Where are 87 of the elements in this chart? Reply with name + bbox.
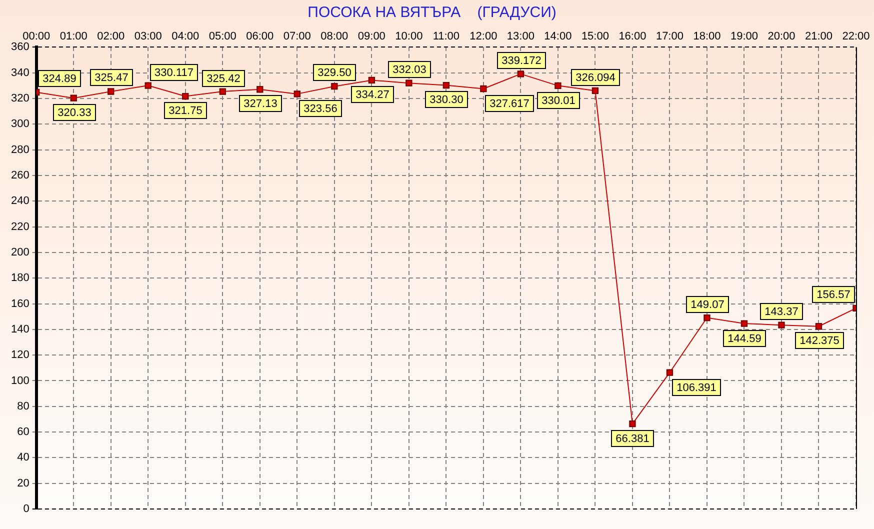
x-tick-label: 10:00 bbox=[395, 30, 423, 43]
chart-title: ПОСОКА НА ВЯТЪРА (ГРАДУСИ) bbox=[308, 4, 556, 22]
y-tick-label: 0 bbox=[23, 503, 30, 516]
y-tick-label: 320 bbox=[10, 92, 30, 105]
data-label: 327.13 bbox=[244, 98, 278, 110]
x-tick-label: 20:00 bbox=[768, 30, 796, 43]
point bbox=[144, 82, 152, 89]
data-label: 329.50 bbox=[318, 67, 352, 80]
y-tick-label: 20 bbox=[17, 477, 30, 490]
y-tick-label: 200 bbox=[10, 246, 30, 258]
x-tick-label: 00:00 bbox=[22, 30, 50, 43]
y-tick-label: 60 bbox=[17, 426, 30, 438]
data-label: 332.03 bbox=[392, 64, 426, 76]
point bbox=[406, 80, 412, 86]
x-tick-label: 07:00 bbox=[283, 30, 311, 43]
data-label: 339.172 bbox=[502, 55, 542, 68]
x-tick-label: 09:00 bbox=[358, 30, 386, 43]
x-tick-label: 13:00 bbox=[506, 30, 534, 43]
x-tick-label: 03:00 bbox=[134, 30, 162, 43]
point bbox=[517, 70, 524, 78]
y-tick-label: 160 bbox=[10, 298, 30, 310]
data-label: 327.617 bbox=[490, 98, 530, 110]
point bbox=[778, 322, 785, 328]
data-label: 326.094 bbox=[576, 72, 616, 84]
point bbox=[629, 420, 636, 428]
point bbox=[108, 88, 114, 95]
data-label: 325.42 bbox=[206, 73, 240, 86]
point bbox=[331, 82, 338, 90]
x-tick-label: 15:00 bbox=[581, 30, 609, 43]
point bbox=[704, 314, 710, 322]
y-tick-label: 100 bbox=[10, 374, 30, 387]
x-tick-label: 21:00 bbox=[804, 30, 833, 43]
x-tick-label: 02:00 bbox=[97, 30, 125, 43]
y-tick-label: 300 bbox=[10, 118, 30, 130]
data-label: 330.01 bbox=[542, 95, 576, 108]
point bbox=[219, 88, 226, 95]
data-label: 156.57 bbox=[816, 289, 850, 302]
point bbox=[554, 82, 562, 89]
x-tick-label: 01:00 bbox=[60, 30, 88, 43]
point bbox=[666, 369, 674, 376]
data-label: 144.59 bbox=[728, 333, 762, 346]
x-tick-label: 22:00 bbox=[842, 30, 870, 43]
x-tick-label: 14:00 bbox=[544, 30, 572, 43]
x-tick-label: 12:00 bbox=[470, 30, 498, 43]
y-tick-label: 40 bbox=[17, 452, 30, 464]
y-tick-label: 220 bbox=[10, 220, 30, 233]
point bbox=[368, 76, 375, 84]
point bbox=[70, 94, 77, 102]
data-label: 325.47 bbox=[94, 72, 128, 84]
y-tick-label: 80 bbox=[17, 400, 30, 412]
x-tick-label: 11:00 bbox=[432, 30, 460, 43]
data-label: 323.56 bbox=[304, 103, 338, 116]
data-label: 334.27 bbox=[356, 89, 390, 102]
data-label: 149.07 bbox=[690, 299, 724, 312]
y-tick-label: 280 bbox=[10, 144, 30, 156]
x-tick-label: 04:00 bbox=[172, 30, 200, 43]
y-tick-label: 240 bbox=[10, 195, 30, 208]
data-label: 330.30 bbox=[430, 94, 464, 106]
data-label: 330.117 bbox=[154, 67, 194, 80]
x-tick-label: 19:00 bbox=[730, 30, 758, 43]
data-label: 324.89 bbox=[42, 73, 76, 86]
y-tick-label: 360 bbox=[10, 41, 30, 54]
x-tick-label: 06:00 bbox=[246, 30, 274, 43]
x-tick-label: 05:00 bbox=[208, 30, 236, 43]
data-label: 106.391 bbox=[676, 382, 716, 394]
data-label: 142.375 bbox=[800, 335, 840, 348]
data-label: 321.75 bbox=[168, 105, 202, 118]
y-tick-label: 180 bbox=[10, 272, 30, 284]
point bbox=[182, 92, 189, 100]
point bbox=[480, 85, 487, 92]
point bbox=[740, 320, 748, 327]
point bbox=[442, 82, 450, 89]
x-tick-label: 17:00 bbox=[656, 30, 684, 43]
y-tick-label: 140 bbox=[10, 323, 30, 336]
x-tick-label: 18:00 bbox=[693, 30, 721, 43]
point bbox=[294, 90, 300, 98]
point bbox=[592, 87, 599, 94]
y-tick-label: 120 bbox=[10, 349, 30, 362]
y-tick-label: 260 bbox=[10, 170, 30, 182]
data-label: 66.381 bbox=[616, 433, 650, 446]
point bbox=[815, 323, 822, 330]
x-tick-label: 16:00 bbox=[618, 30, 646, 43]
x-tick-label: 08:00 bbox=[320, 30, 348, 43]
data-label: 320.33 bbox=[58, 107, 92, 120]
y-tick-label: 340 bbox=[10, 66, 30, 79]
data-label: 143.37 bbox=[764, 306, 798, 318]
point bbox=[256, 86, 264, 93]
